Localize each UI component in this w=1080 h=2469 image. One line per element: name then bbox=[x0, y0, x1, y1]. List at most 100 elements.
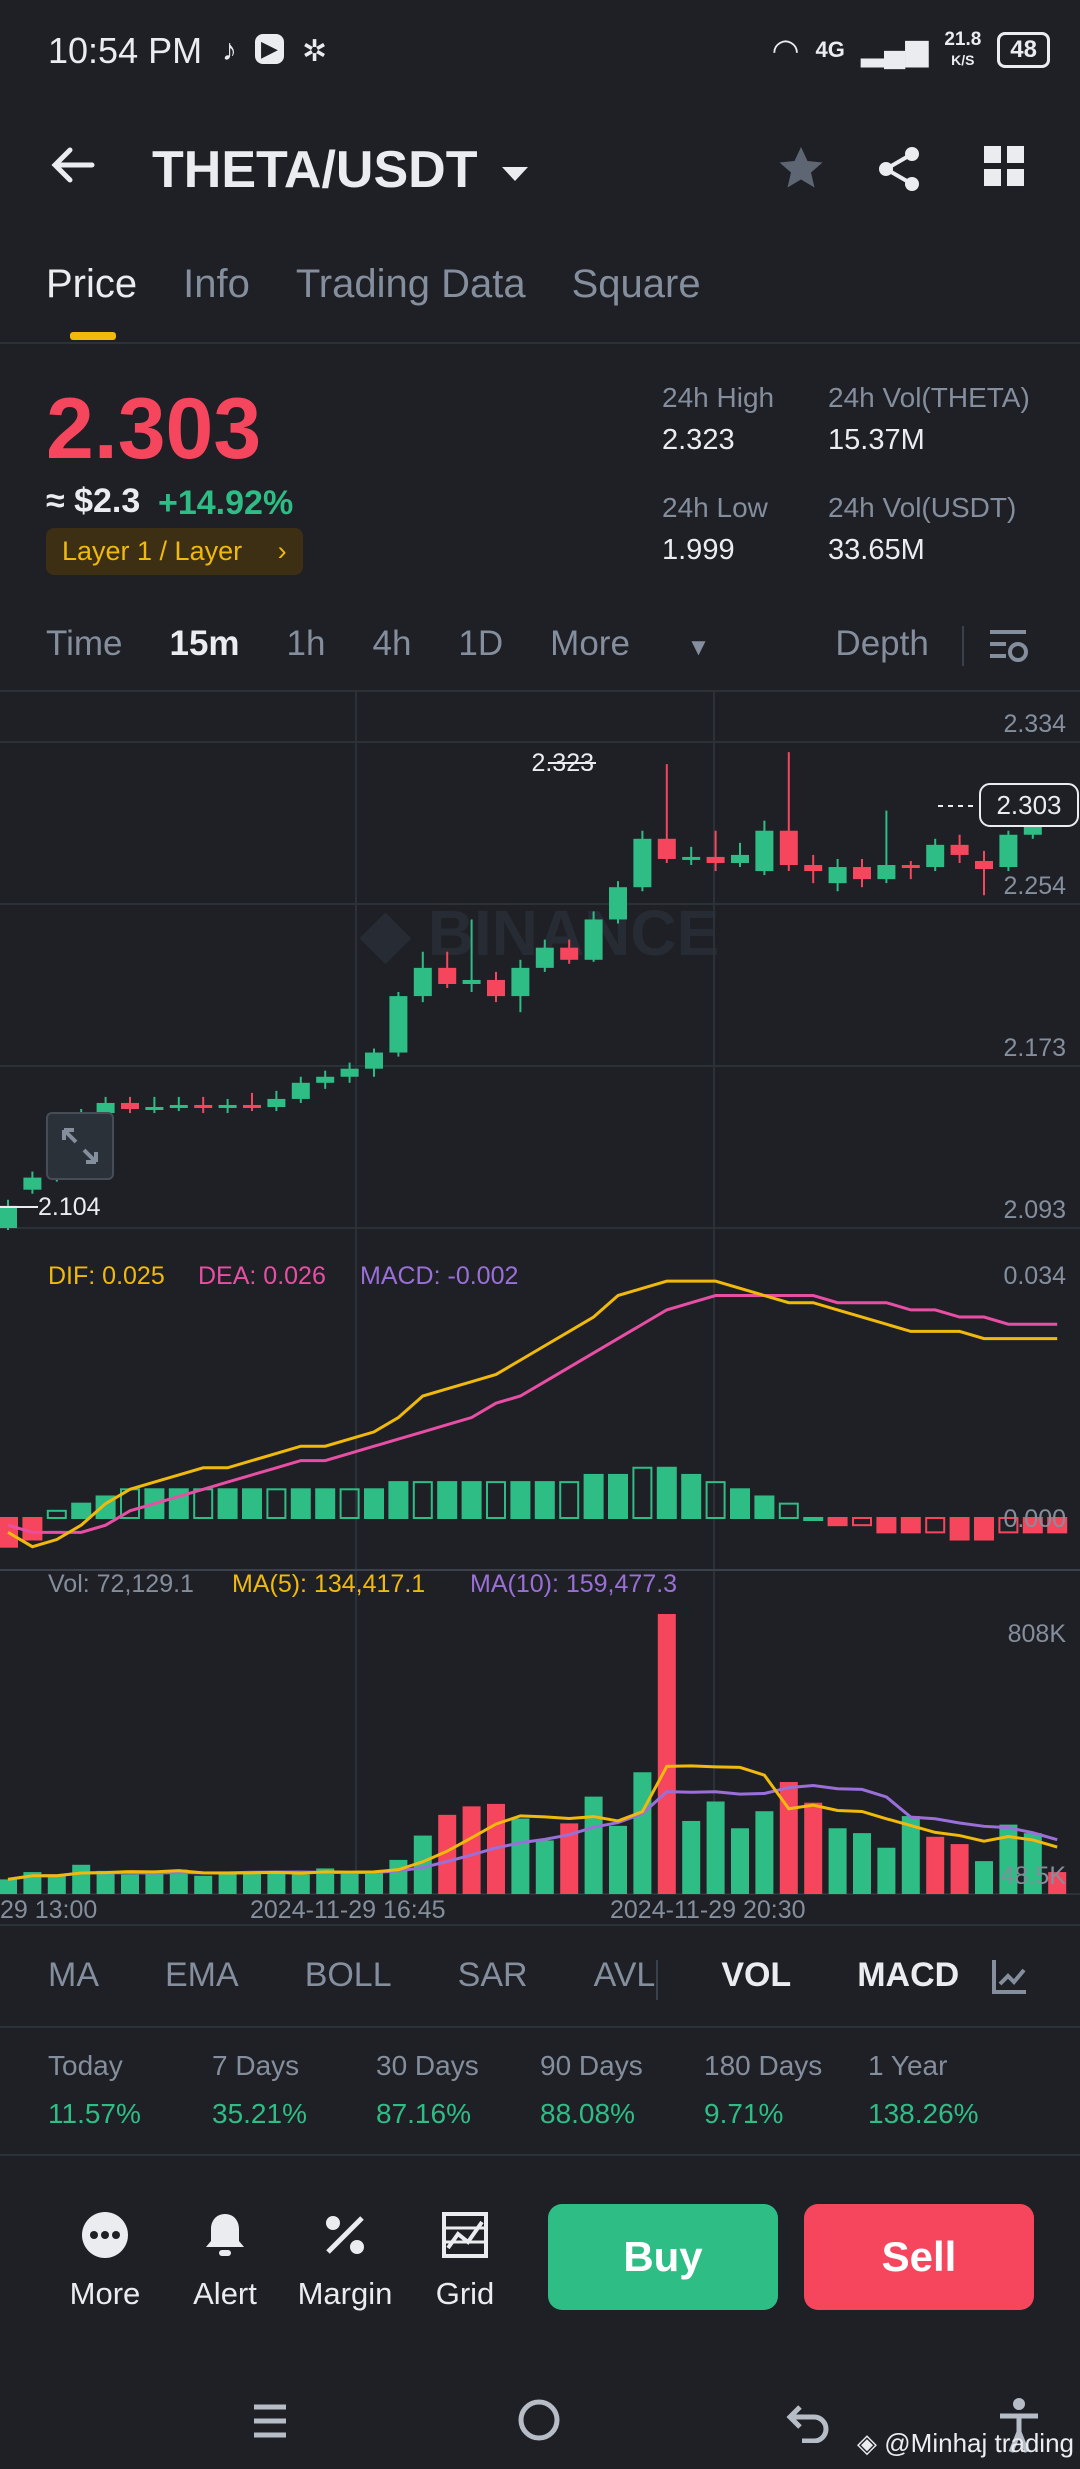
y-tick-2: 2.254 bbox=[1003, 872, 1066, 900]
more-label: More bbox=[69, 2276, 141, 2311]
back-arrow-icon[interactable] bbox=[48, 140, 98, 203]
share-icon[interactable] bbox=[874, 144, 924, 206]
perf-value: 138.26% bbox=[868, 2098, 979, 2129]
indicator-settings-icon[interactable] bbox=[990, 1956, 1030, 2001]
volume-ma5-line bbox=[7, 1764, 1058, 1881]
last-price: 2.303 bbox=[46, 381, 262, 477]
signal-icon: ▂▄▆ bbox=[860, 33, 929, 67]
macd-histogram-bar bbox=[217, 1488, 238, 1519]
bell-icon bbox=[170, 2210, 280, 2266]
interval-1h[interactable]: 1h bbox=[286, 624, 326, 663]
candle bbox=[413, 967, 432, 997]
speed-value: 21.8 bbox=[944, 29, 982, 50]
volume-bar bbox=[682, 1820, 701, 1894]
macd-histogram-bar bbox=[730, 1488, 750, 1519]
grid-menu-icon[interactable] bbox=[982, 144, 1026, 200]
usd-price: ≈ $2.3 bbox=[46, 482, 141, 520]
back-nav-icon[interactable] bbox=[786, 2396, 832, 2456]
tab-info[interactable]: Info bbox=[183, 262, 250, 306]
indicator-avl[interactable]: AVL bbox=[593, 1956, 656, 1994]
macd-histogram-bar bbox=[437, 1481, 458, 1520]
perf-label: 90 Days bbox=[540, 2050, 643, 2081]
volume-bar bbox=[389, 1859, 408, 1894]
volume-bar bbox=[804, 1802, 823, 1894]
pair-title[interactable]: THETA/USDT bbox=[152, 141, 478, 199]
macd-histogram-bar bbox=[803, 1517, 824, 1521]
buy-button[interactable]: Buy bbox=[548, 2204, 778, 2310]
perf-30d: 30 Days 87.16% bbox=[376, 2050, 540, 2130]
interval-1d[interactable]: 1D bbox=[458, 624, 504, 663]
expand-chart-icon[interactable] bbox=[46, 1112, 114, 1180]
volume-bar bbox=[731, 1828, 749, 1894]
volume-bar bbox=[462, 1806, 481, 1894]
y-tick-4: 2.093 bbox=[1003, 1196, 1066, 1224]
indicator-ma[interactable]: MA bbox=[48, 1956, 99, 1994]
candle bbox=[487, 979, 505, 997]
category-tag[interactable]: Layer 1 / Layer › bbox=[46, 528, 303, 575]
chart-bottom-divider bbox=[0, 1924, 1080, 1926]
grid-action[interactable]: Grid bbox=[410, 2210, 520, 2312]
status-right: ◠ 4G ▂▄▆ 21.8 K/S 48 bbox=[772, 30, 1050, 70]
macd-histogram-bar bbox=[852, 1517, 872, 1527]
interval-15m[interactable]: 15m bbox=[169, 624, 240, 663]
volume-bar bbox=[438, 1814, 457, 1894]
tab-trading-data[interactable]: Trading Data bbox=[295, 262, 526, 306]
indicator-bar: MA EMA BOLL SAR AVL VOL MACD bbox=[48, 1956, 1025, 1995]
system-nav-bar bbox=[0, 2370, 1080, 2460]
candle bbox=[901, 865, 920, 869]
candle bbox=[853, 867, 871, 880]
kline-chart[interactable]: ◆ BINANCE 2.323 2.104 2.303 bbox=[0, 692, 1080, 1932]
depth-tab[interactable]: Depth bbox=[835, 624, 929, 663]
grid-label: Grid bbox=[435, 2276, 495, 2311]
macd-dea-label: DEA: 0.026 bbox=[198, 1262, 326, 1290]
interval-4h[interactable]: 4h bbox=[372, 624, 412, 663]
macd-histogram-bar bbox=[1047, 1517, 1068, 1534]
chart-settings-icon[interactable] bbox=[986, 624, 1030, 673]
home-icon[interactable] bbox=[516, 2396, 562, 2456]
indicator-vol[interactable]: VOL bbox=[721, 1956, 792, 1994]
y-tick-3: 2.173 bbox=[1003, 1034, 1066, 1062]
macd-histogram-bar bbox=[608, 1473, 628, 1519]
vol-tick-bottom: 48.5K bbox=[1000, 1862, 1066, 1890]
macd-dif-label: DIF: 0.025 bbox=[48, 1262, 165, 1290]
vol-base-value: 15.37M bbox=[828, 424, 925, 456]
macd-histogram-bar bbox=[754, 1495, 775, 1519]
macd-histogram-bar bbox=[339, 1488, 360, 1519]
volume-bar bbox=[511, 1818, 530, 1894]
status-app-icons: ♪ ▶ ✲ bbox=[222, 34, 327, 69]
volume-bar bbox=[828, 1828, 847, 1894]
alert-action[interactable]: Alert bbox=[170, 2210, 280, 2312]
candle bbox=[121, 1102, 139, 1110]
volume-bar bbox=[779, 1782, 798, 1894]
accessibility-icon[interactable] bbox=[996, 2396, 1042, 2469]
indicator-sar[interactable]: SAR bbox=[457, 1956, 528, 1994]
interval-time[interactable]: Time bbox=[46, 624, 123, 663]
indicator-boll[interactable]: BOLL bbox=[304, 1956, 392, 1994]
interval-divider bbox=[962, 626, 964, 666]
indicator-ema[interactable]: EMA bbox=[165, 1956, 239, 1994]
macd-histogram-bar bbox=[412, 1481, 433, 1520]
tab-square[interactable]: Square bbox=[571, 262, 701, 306]
indicator-macd[interactable]: MACD bbox=[857, 1956, 960, 1994]
candle bbox=[340, 1068, 359, 1077]
macd-histogram-bar bbox=[1022, 1517, 1043, 1534]
macd-value-label: MACD: -0.002 bbox=[360, 1262, 519, 1290]
candle bbox=[145, 1107, 164, 1111]
macd-histogram-bar bbox=[510, 1481, 531, 1520]
recent-apps-icon[interactable] bbox=[248, 2396, 292, 2456]
more-action[interactable]: More bbox=[50, 2210, 160, 2312]
sell-button[interactable]: Sell bbox=[804, 2204, 1034, 2310]
volume-bar bbox=[633, 1772, 652, 1894]
tab-price[interactable]: Price bbox=[46, 262, 138, 340]
perf-today: Today 11.57% bbox=[48, 2050, 212, 2130]
star-icon[interactable] bbox=[776, 144, 826, 206]
last-price-label: 2.303 bbox=[996, 790, 1061, 820]
x-label-1: 29 13:00 bbox=[0, 1896, 98, 1924]
vol-base-label: 24h Vol(THETA) bbox=[828, 382, 1030, 413]
pair-dropdown-icon[interactable] bbox=[500, 156, 530, 193]
macd-histogram-bar bbox=[974, 1517, 994, 1541]
margin-action[interactable]: Margin bbox=[290, 2210, 400, 2312]
candle bbox=[779, 830, 798, 866]
interval-more[interactable]: More ▼ bbox=[550, 624, 757, 664]
macd-histogram-bar bbox=[632, 1466, 653, 1519]
